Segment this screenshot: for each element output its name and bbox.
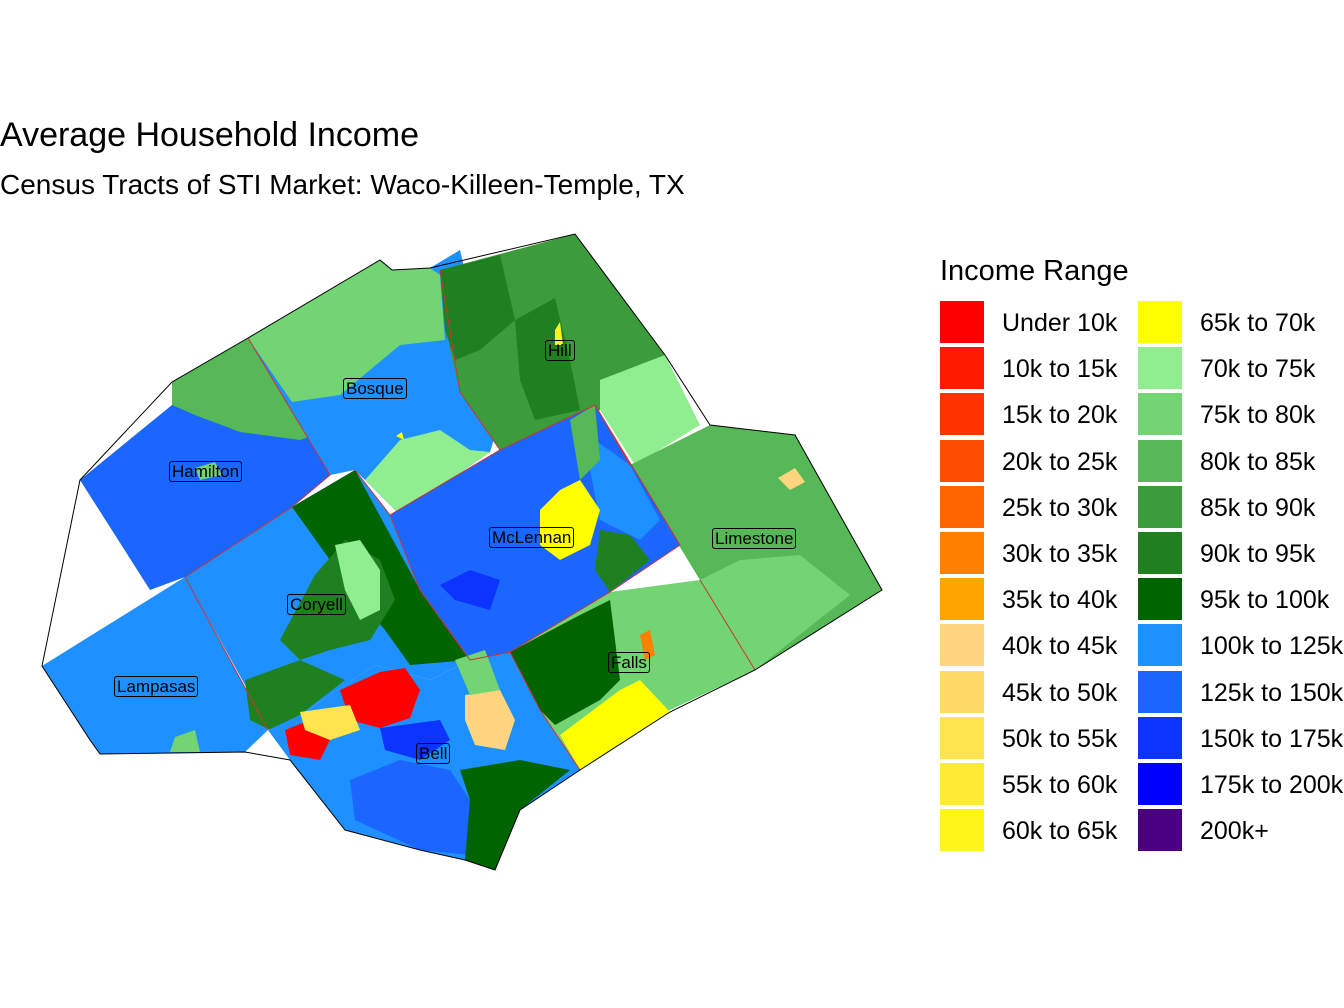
page-subtitle: Census Tracts of STI Market: Waco-Killee… (0, 169, 685, 200)
legend-label: 65k to 70k (1200, 309, 1316, 337)
legend: Income Range Under 10k 10k to 15k 15k to 2… (940, 250, 1344, 870)
legend-swatch (940, 301, 984, 343)
legend-label: 15k to 20k (1002, 401, 1118, 430)
tract-bell-temple (465, 690, 515, 750)
tract-hamilton-north (172, 338, 312, 440)
tract-lampasas-east (170, 730, 200, 752)
county-borders (184, 269, 756, 771)
tract-hill-yellow (555, 322, 563, 345)
tract-coryell-south (245, 660, 345, 730)
county-label-hamilton: Hamilton (169, 461, 243, 482)
legend-title: Income Range (940, 255, 1129, 287)
legend-swatch (940, 809, 984, 852)
legend-label: 60k to 65k (1002, 817, 1118, 846)
county-label-lampasas: Lampasas (114, 676, 199, 697)
legend-label: 50k to 55k (1002, 724, 1118, 753)
tract-limestone-dot (778, 468, 805, 490)
county-label-bosque: Bosque (343, 378, 407, 399)
county-label-coryell: Coryell (287, 594, 346, 615)
legend-label: 80k to 85k (1200, 447, 1316, 476)
legend-swatch (1138, 485, 1182, 528)
tract-bosque-south (365, 430, 490, 515)
tract-bell-south (350, 760, 470, 855)
legend-swatch (940, 578, 984, 621)
legend-swatch (1138, 763, 1182, 805)
tract-mclennan-east (590, 440, 660, 540)
county-label-falls: Falls (608, 652, 650, 673)
legend-swatch (940, 439, 984, 482)
legend-label: 100k to 125k (1200, 632, 1344, 661)
legend-label: 200k+ (1200, 817, 1269, 846)
legend-swatch (940, 393, 984, 436)
legend-swatch (1138, 624, 1182, 667)
legend-label: 10k to 15k (1002, 355, 1118, 384)
legend-label: Under 10k (1002, 309, 1118, 337)
legend-label: 70k to 75k (1200, 355, 1316, 384)
legend-label: 175k to 200k (1200, 771, 1344, 799)
legend-label: 25k to 30k (1002, 493, 1118, 522)
legend-swatch (940, 624, 984, 667)
tract-bell-green (455, 650, 500, 695)
tract-hill-east (600, 355, 700, 465)
county-label-bell: Bell (416, 743, 451, 764)
legend-swatch (1138, 532, 1182, 574)
legend-label: 95k to 100k (1200, 586, 1330, 615)
legend-swatch (1138, 670, 1182, 713)
legend-label: 35k to 40k (1002, 586, 1118, 615)
tract-mclennan-south (490, 560, 590, 620)
legend-swatch (940, 347, 984, 390)
legend-label: 85k to 90k (1200, 493, 1316, 522)
legend-swatch (940, 670, 984, 713)
legend-swatch (940, 716, 984, 759)
legend-label: 90k to 95k (1200, 540, 1316, 568)
county-lampasas-region (42, 577, 268, 754)
legend-swatch (1138, 716, 1182, 759)
legend-label: 125k to 150k (1200, 678, 1344, 707)
legend-swatch (1138, 393, 1182, 436)
map-outline (41, 233, 883, 871)
tract-mclennan-strip (570, 405, 600, 480)
county-label-mclennan: McLennan (489, 527, 575, 548)
tract-bell-killeen-red (340, 668, 420, 728)
tract-bell-mixed (380, 720, 450, 760)
legend-label: 30k to 35k (1002, 540, 1118, 568)
tract-bell-southeast (460, 760, 570, 870)
map-svg (41, 233, 883, 871)
tract-falls-west (510, 600, 620, 725)
tract-hill-west (440, 255, 515, 360)
tract-bosque-dot (396, 432, 404, 440)
tract-falls-yellow (560, 680, 670, 770)
tract-bosque-north (248, 260, 445, 402)
tract-coryell-light (335, 540, 380, 620)
legend-label: 20k to 25k (1002, 447, 1118, 476)
legend-swatch (1138, 439, 1182, 482)
legend-swatch (1138, 578, 1182, 621)
page-title: Average Household Income (0, 116, 419, 154)
map: Hill Bosque Hamilton McLennan Limestone … (41, 233, 883, 871)
tract-bell-yellow (300, 705, 360, 740)
legend-label: 150k to 175k (1200, 724, 1344, 753)
tract-mclennan-deep (440, 570, 500, 610)
legend-swatch (1138, 301, 1182, 343)
legend-swatch (1138, 347, 1182, 390)
legend-swatch (940, 763, 984, 805)
tract-hamilton-town (195, 462, 222, 480)
legend-label: 55k to 60k (1002, 771, 1118, 799)
tract-mclennan-green (595, 530, 650, 592)
legend-label: 75k to 80k (1200, 401, 1316, 430)
legend-swatch (1138, 809, 1182, 852)
legend-swatch (940, 485, 984, 528)
county-label-limestone: Limestone (712, 528, 797, 549)
legend-swatch (940, 532, 984, 574)
tract-mclennan-core (540, 480, 600, 560)
legend-label: 45k to 50k (1002, 678, 1118, 707)
legend-label: 40k to 45k (1002, 632, 1118, 661)
county-label-hill: Hill (545, 340, 575, 361)
